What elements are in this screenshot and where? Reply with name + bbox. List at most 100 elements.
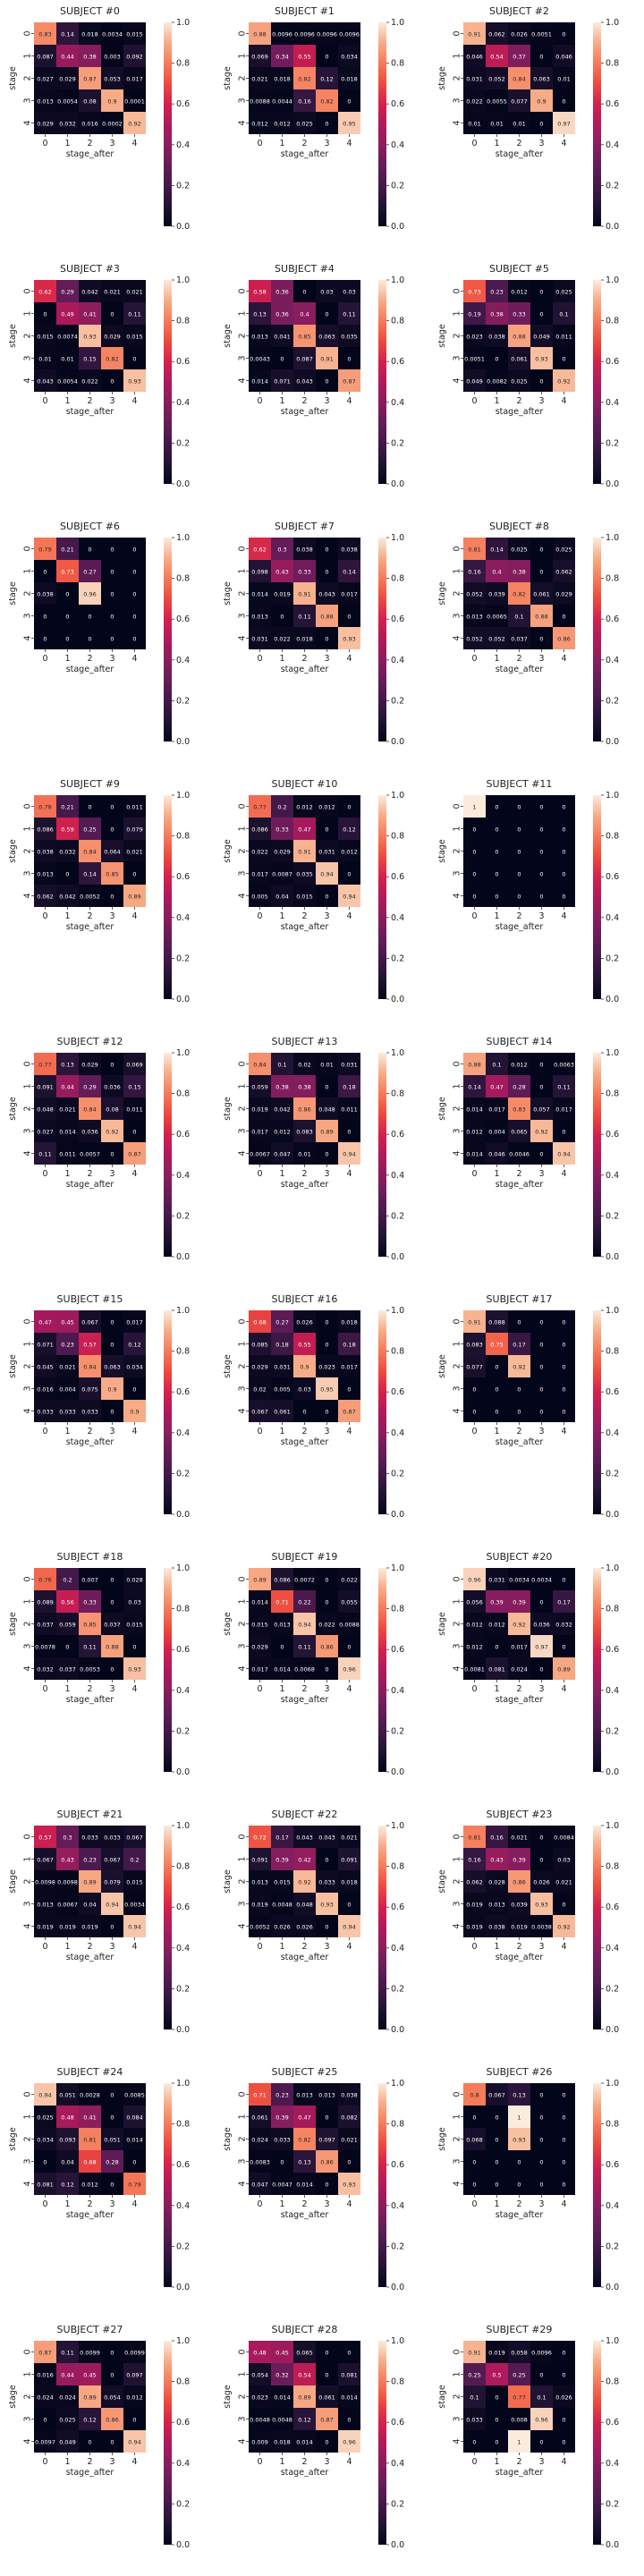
cell-annotation: 0.11: [298, 614, 310, 621]
heatmap-cell: [34, 605, 56, 627]
cell-annotation: 0.71: [275, 1599, 288, 1606]
cell-annotation: 0.054: [104, 2394, 121, 2402]
cell-annotation: 0.82: [298, 2137, 310, 2144]
colorbar-tick-label: 0.2: [391, 1469, 404, 1479]
cell-annotation: 0: [110, 311, 114, 318]
cell-annotation: 0.007: [81, 1577, 98, 1584]
cell-annotation: 0: [495, 804, 498, 811]
heatmap-cell: [316, 1377, 338, 1400]
cell-annotation: 0.34: [275, 54, 288, 61]
cell-annotation: 0.87: [343, 1409, 355, 1416]
colorbar-tick-label: 0.8: [176, 1605, 190, 1614]
cell-annotation: 0.0096: [317, 31, 337, 38]
cell-annotation: 0.54: [490, 54, 503, 61]
cell-annotation: 0: [132, 1644, 136, 1651]
cell-annotation: 0.0098: [57, 1879, 78, 1886]
colorbar: [164, 280, 172, 484]
cell-annotation: 0.015: [126, 31, 143, 38]
x-tick-label: 3: [538, 1684, 544, 1694]
colorbar-tick-label: 1.0: [176, 1048, 190, 1058]
y-tick-label: 4: [23, 1150, 33, 1156]
heatmap-cell: [293, 795, 316, 818]
colorbar-tick-label: 0.0: [391, 737, 404, 747]
cell-annotation: 0.013: [251, 334, 268, 341]
heatmap-cell: [123, 818, 146, 840]
x-tick-label: 2: [87, 1684, 92, 1694]
x-tick-label: 1: [64, 396, 70, 406]
cell-annotation: 0.067: [104, 1857, 121, 1864]
cell-annotation: 0.9: [107, 1386, 116, 1394]
heatmap-cell: [486, 67, 508, 89]
heatmap-panel: SUBJECT #10.88 0.0096 0.0096 0.0096 0.00960.…: [223, 5, 404, 232]
heatmap-cell: [508, 840, 530, 862]
heatmap-cell: [508, 862, 530, 885]
cell-annotation: 0.033: [81, 1409, 98, 1416]
cell-annotation: 0: [472, 2114, 476, 2122]
colorbar-tick-label: 0.4: [176, 2201, 190, 2211]
cell-annotation: 0.0099: [80, 2350, 100, 2357]
heatmap-cell: [249, 885, 271, 907]
x-tick-label: 3: [538, 2199, 544, 2209]
cell-annotation: 0.12: [343, 826, 355, 834]
x-tick-label: 3: [109, 2199, 114, 2209]
heatmap-cell: [338, 1053, 360, 1075]
cell-annotation: 0.33: [298, 569, 310, 576]
cell-annotation: 0.93: [128, 1666, 140, 1674]
cell-annotation: 0.03: [343, 289, 355, 296]
cell-annotation: 0.034: [341, 54, 358, 61]
cell-annotation: 0.91: [468, 31, 480, 38]
heatmap-cell: [34, 280, 56, 302]
colorbar-tick-label: 1.0: [606, 1563, 619, 1573]
x-tick-label: 1: [494, 2199, 499, 2209]
cell-annotation: 0: [110, 1151, 114, 1158]
cell-annotation: 0: [562, 1386, 565, 1394]
cell-annotation: 0.079: [126, 826, 143, 834]
heatmap-cell: [249, 582, 271, 605]
panel-title: SUBJECT #22: [272, 1809, 338, 1820]
y-axis-label: stage: [8, 1869, 18, 1894]
heatmap-cell: [79, 89, 101, 112]
y-axis-label: stage: [223, 1612, 233, 1636]
cell-annotation: 0.0047: [272, 2182, 292, 2189]
heatmap-cell: [486, 112, 508, 134]
heatmap-cell: [34, 45, 56, 67]
x-axis-label: stage_after: [66, 665, 114, 674]
y-tick-label: 1: [23, 1083, 33, 1089]
heatmap-cell: [56, 280, 79, 302]
heatmap-cell: [508, 560, 530, 582]
cell-annotation: 0.83: [513, 1106, 525, 1114]
heatmap-cell: [293, 22, 316, 45]
heatmap-cell: [316, 818, 338, 840]
cell-annotation: 0: [325, 1577, 328, 1584]
colorbar-tick-label: 0.6: [606, 1387, 619, 1397]
cell-annotation: 0.017: [126, 1319, 143, 1326]
heatmap-cell: [508, 347, 530, 369]
cell-annotation: 0.96: [535, 2417, 547, 2424]
cell-annotation: 0.88: [468, 1062, 480, 1069]
heatmap-cell: [34, 1142, 56, 1165]
cell-annotation: 0.011: [341, 1106, 358, 1114]
x-axis-label: stage_after: [496, 1695, 544, 1705]
colorbar-tick-label: 0.4: [391, 913, 404, 923]
cell-annotation: 0.038: [341, 2092, 358, 2099]
colorbar: [378, 538, 386, 741]
colorbar: [164, 538, 172, 741]
cell-annotation: 0.067: [488, 2092, 505, 2099]
y-tick-label: 0: [23, 1318, 33, 1324]
heatmap-cell: [486, 885, 508, 907]
cell-annotation: 0: [325, 1857, 328, 1864]
colorbar-tick-label: 1.0: [606, 1048, 619, 1058]
x-tick-label: 1: [64, 1169, 70, 1179]
cell-annotation: 0.014: [274, 1666, 291, 1674]
cell-annotation: 0: [472, 826, 476, 834]
cell-annotation: 0.92: [535, 1129, 547, 1136]
colorbar: [378, 2083, 386, 2287]
heatmap-cell: [249, 605, 271, 627]
colorbar-tick-label: 0.0: [391, 2283, 404, 2292]
colorbar-tick-label: 0.6: [606, 357, 619, 367]
cell-annotation: 0: [495, 1409, 498, 1416]
cell-annotation: 0: [539, 636, 543, 643]
cell-annotation: 0.029: [59, 76, 76, 83]
colorbar-tick-label: 0.6: [606, 2418, 619, 2428]
x-axis-label: stage_after: [281, 665, 329, 674]
